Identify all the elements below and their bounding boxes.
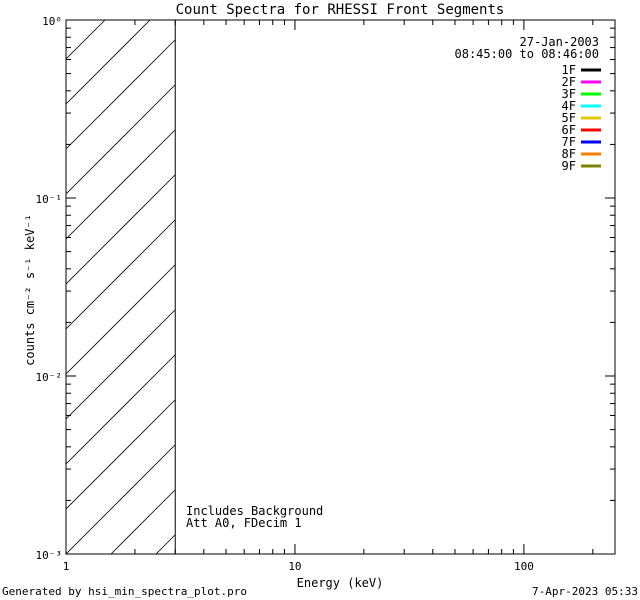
hatch-line bbox=[66, 20, 106, 60]
y-tick-label: 10⁻¹ bbox=[36, 193, 63, 206]
x-tick-label: 1 bbox=[63, 560, 70, 573]
x-tick-label: 10 bbox=[288, 560, 301, 573]
date-text: 27-Jan-2003 bbox=[520, 35, 599, 49]
x-axis-label: Energy (keV) bbox=[297, 576, 384, 590]
time-range-text: 08:45:00 to 08:46:00 bbox=[455, 47, 600, 61]
y-tick-label: 10⁰ bbox=[42, 15, 62, 28]
legend-label-5F: 5F bbox=[562, 111, 576, 125]
hatch-line bbox=[155, 534, 176, 554]
x-tick-label: 100 bbox=[514, 560, 534, 573]
legend-label-4F: 4F bbox=[562, 99, 576, 113]
hatch-line bbox=[66, 84, 176, 195]
annotation-text: Includes Background bbox=[186, 504, 323, 518]
legend-label-9F: 9F bbox=[562, 159, 576, 173]
annotation-text: Att A0, FDecim 1 bbox=[186, 516, 302, 530]
hatch-line bbox=[66, 20, 151, 105]
hatch-line bbox=[66, 129, 176, 240]
plot-frame bbox=[65, 19, 616, 555]
generated-by-text: Generated by hsi_min_spectra_plot.pro bbox=[2, 585, 247, 598]
legend-label-6F: 6F bbox=[562, 123, 576, 137]
y-axis-label: counts cm⁻² s⁻¹ keV⁻¹ bbox=[23, 214, 37, 366]
hatch-line bbox=[66, 264, 176, 375]
chart-title: Count Spectra for RHESSI Front Segments bbox=[176, 2, 505, 18]
hatch-line bbox=[66, 399, 176, 510]
footer-date-text: 7-Apr-2023 05:33 bbox=[532, 585, 638, 598]
hatch-line bbox=[66, 354, 176, 465]
hatch-line bbox=[66, 174, 176, 285]
hatch-line bbox=[66, 219, 176, 330]
y-tick-label: 10⁻³ bbox=[36, 549, 63, 562]
legend-label-7F: 7F bbox=[562, 135, 576, 149]
hatch-line bbox=[66, 39, 176, 150]
legend-label-1F: 1F bbox=[562, 63, 576, 77]
y-tick-label: 10⁻² bbox=[36, 371, 63, 384]
hatch-line bbox=[110, 489, 176, 554]
hatch-line bbox=[66, 444, 176, 554]
legend-label-2F: 2F bbox=[562, 75, 576, 89]
legend-label-3F: 3F bbox=[562, 87, 576, 101]
legend-label-8F: 8F bbox=[562, 147, 576, 161]
hatch-line bbox=[66, 309, 176, 420]
